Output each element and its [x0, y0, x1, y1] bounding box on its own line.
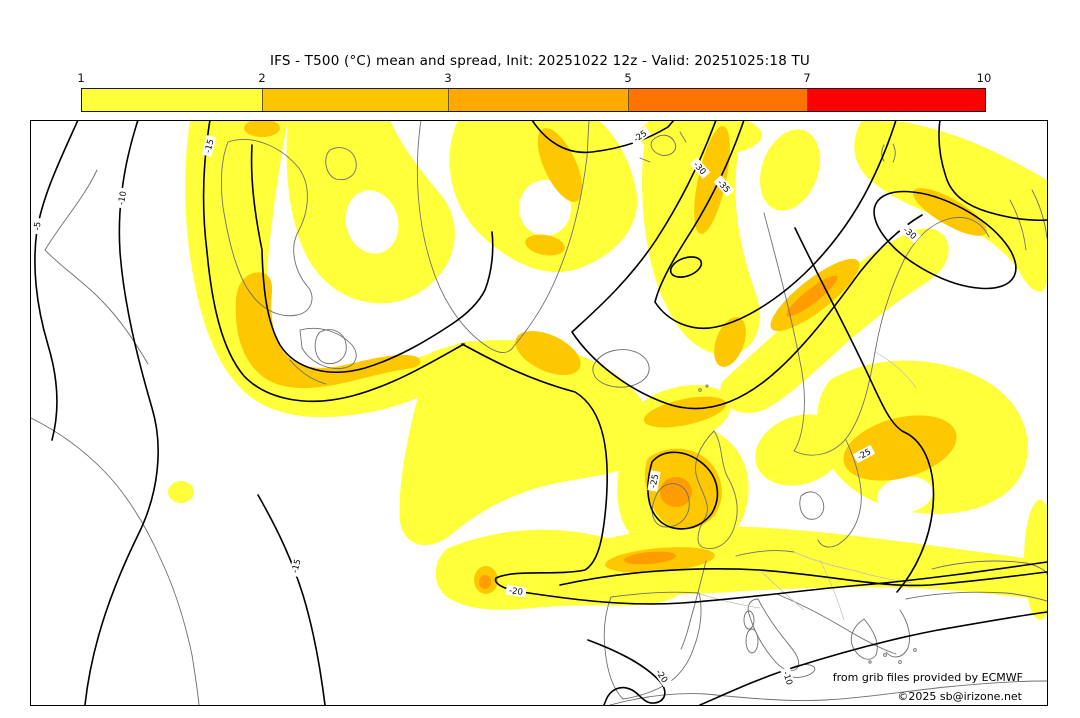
colorbar-tick: 10	[976, 71, 992, 85]
colorbar-segment	[82, 89, 263, 111]
svg-text:-25: -25	[649, 473, 661, 488]
colorbar-segment	[808, 89, 985, 111]
chart-title: IFS - T500 (°C) mean and spread, Init: 2…	[269, 53, 811, 69]
svg-text:-20: -20	[508, 586, 523, 598]
colorbar-tick: 2	[258, 71, 266, 85]
contour-label: -20	[505, 584, 527, 598]
spread-mid-layer	[235, 121, 987, 594]
colorbar-segment	[449, 89, 629, 111]
credits-source: from grib files provided by ECMWF	[833, 671, 1023, 684]
colorbar-tick: 5	[624, 71, 632, 85]
credits-copyright: ©2025 sb@irizone.net	[897, 690, 1022, 703]
colorbar-segment	[629, 89, 808, 111]
colorbar-tick: 3	[444, 71, 452, 85]
spread-high-layer	[479, 275, 838, 589]
map-canvas: -5 -10 -15 -15 -20 -25 -30 -35 -30 -25 -…	[30, 120, 1048, 706]
spread-colorbar	[81, 88, 986, 112]
svg-text:-15: -15	[203, 138, 216, 154]
coastlines-layer	[31, 121, 1047, 705]
weather-map: -5 -10 -15 -15 -20 -25 -30 -35 -30 -25 -…	[31, 121, 1047, 705]
svg-text:-10: -10	[117, 190, 129, 205]
contour-label: -10	[780, 666, 796, 690]
svg-text:-5: -5	[33, 221, 44, 231]
contour-label: -5	[31, 217, 44, 235]
svg-text:-15: -15	[290, 558, 303, 574]
contour-label: -10	[115, 187, 129, 209]
colorbar-tick: 1	[77, 71, 85, 85]
colorbar-tick: 7	[803, 71, 811, 85]
spread-holes	[345, 180, 933, 514]
colorbar-segment	[263, 89, 449, 111]
contour-label: -25	[647, 470, 661, 492]
svg-text:-10: -10	[780, 670, 794, 686]
contour-label: -15	[288, 555, 304, 577]
contours-layer	[34, 121, 1047, 705]
contour-label: -15	[201, 135, 217, 157]
